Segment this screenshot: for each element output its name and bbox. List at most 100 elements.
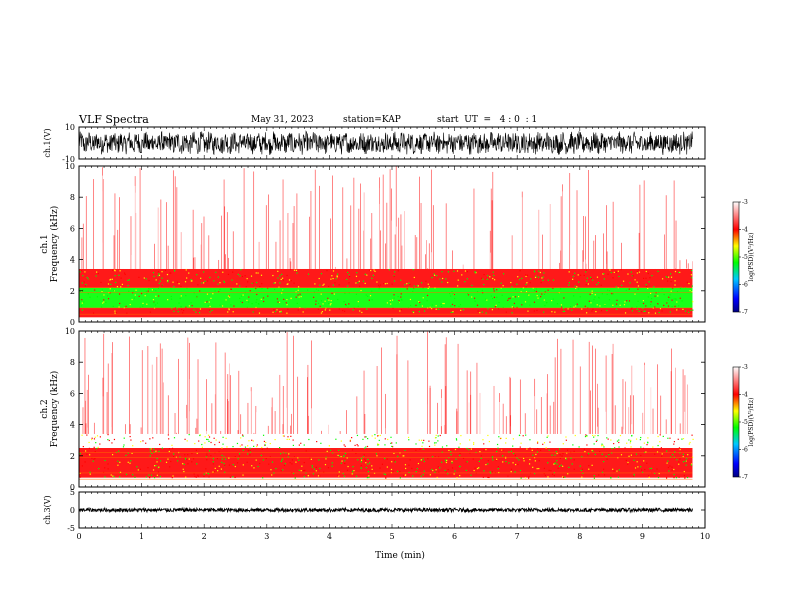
spectrogram-speckle: [636, 271, 638, 273]
spectrogram-speckle: [547, 462, 549, 464]
spectrogram-speckle: [530, 278, 532, 280]
spectrogram-speckle: [446, 459, 448, 462]
spectrogram-speckle: [642, 447, 645, 450]
spectrogram-speckle: [505, 437, 507, 440]
y-tick-label: 4: [70, 256, 75, 265]
spectrogram-speckle: [597, 434, 599, 437]
spectrogram-speckle: [573, 295, 575, 297]
spectrogram-streak: [431, 401, 433, 434]
spectrogram-speckle: [452, 310, 454, 313]
spectrogram-speckle: [434, 471, 436, 473]
spectrogram-streak: [562, 191, 564, 269]
spectrogram-streak: [395, 166, 397, 269]
colorbar-tick-label: -6: [742, 447, 748, 454]
spectrogram-speckle: [659, 307, 662, 310]
spectrogram-speckle: [94, 289, 96, 291]
y-tick-label: 10: [65, 123, 75, 132]
spectrogram-streak: [465, 179, 467, 269]
spectrogram-speckle: [221, 454, 223, 456]
spectrogram-streak: [547, 203, 549, 269]
spectrogram-streak: [170, 368, 172, 434]
spectrogram-speckle: [299, 307, 301, 309]
spectrogram-streak: [606, 251, 608, 269]
spectrogram-streak: [371, 213, 373, 269]
spectrogram-speckle: [161, 277, 163, 279]
spectrogram-speckle: [502, 307, 504, 309]
spectrogram-streak: [326, 371, 328, 434]
spectrogram-speckle: [293, 456, 296, 458]
spectrogram-speckle: [248, 296, 250, 298]
spectrogram-streak: [102, 396, 104, 434]
spectrogram-speckle: [378, 284, 380, 286]
spectrogram-speckle: [669, 294, 671, 296]
spectrogram-speckle: [400, 309, 403, 311]
spectrogram-streak: [595, 348, 596, 434]
spectrogram-speckle: [128, 290, 130, 292]
spectrogram-speckle: [522, 457, 525, 460]
spectrogram-speckle: [565, 458, 567, 460]
spectrogram-streak: [233, 359, 234, 434]
spectrogram-speckle: [439, 467, 441, 469]
spectrogram-speckle: [648, 312, 650, 314]
spectrogram-streak: [432, 205, 434, 269]
spectrogram-speckle: [682, 461, 685, 463]
spectrogram-streak: [470, 368, 472, 434]
spectrogram-speckle: [543, 473, 545, 475]
spectrogram-streak: [133, 382, 135, 434]
spectrogram-streak: [651, 413, 653, 434]
spectrogram-speckle: [273, 309, 275, 311]
spectrogram-speckle: [328, 299, 330, 301]
spectrogram-streak: [623, 429, 624, 434]
spectrogram-speckle: [487, 434, 489, 437]
spectrogram-streak: [665, 195, 667, 269]
spectrogram-streak: [274, 411, 276, 434]
spectrogram-speckle: [102, 471, 105, 474]
spectrogram-streak: [631, 349, 633, 434]
spectrogram-streak: [88, 170, 90, 269]
spectrogram-speckle: [364, 458, 366, 460]
spectrogram-streak: [295, 417, 297, 434]
spectrogram-speckle: [138, 295, 140, 297]
spectrogram-speckle: [112, 475, 114, 477]
spectrogram-speckle: [213, 280, 215, 282]
spectrogram-streak: [416, 237, 418, 269]
spectrogram-speckle: [586, 435, 588, 437]
spectrogram-speckle: [537, 441, 539, 443]
spectrogram-speckle: [295, 296, 297, 298]
spectrogram-streak: [330, 208, 332, 269]
spectrogram-speckle: [261, 283, 263, 285]
spectrogram-speckle: [360, 461, 362, 463]
spectrogram-speckle: [543, 442, 546, 444]
spectrogram-speckle: [81, 309, 83, 311]
spectrogram-speckle: [96, 435, 99, 437]
spectrogram-streak: [513, 421, 515, 434]
spectrogram-speckle: [310, 458, 312, 460]
spectrogram-streak: [315, 391, 317, 434]
spectrogram-streak: [391, 188, 392, 269]
spectrogram-speckle: [437, 466, 439, 468]
spectrogram-streak: [226, 212, 228, 269]
spectrogram-speckle: [183, 470, 185, 473]
spectrogram-speckle: [82, 275, 84, 277]
spectrogram-streak: [253, 432, 255, 434]
spectrogram-speckle: [519, 278, 521, 281]
spectrogram-speckle: [89, 296, 91, 298]
spectrogram-speckle: [260, 454, 262, 457]
spectrogram-speckle: [217, 291, 220, 293]
spectrogram-streak: [445, 203, 447, 269]
spectrogram-speckle: [184, 454, 186, 456]
spectrogram-streak: [350, 367, 352, 434]
spectrogram-speckle: [364, 460, 367, 462]
spectrogram-speckle: [281, 273, 283, 275]
spectrogram-speckle: [115, 311, 117, 314]
spectrogram-speckle: [395, 442, 397, 444]
spectrogram-streak: [113, 235, 115, 269]
spectrogram-speckle: [557, 467, 559, 469]
spectrogram-speckle: [391, 461, 393, 463]
spectrogram-speckle: [632, 475, 635, 477]
spectrogram-streak: [130, 216, 132, 269]
spectrogram-speckle: [223, 462, 225, 465]
spectrogram-speckle: [333, 293, 335, 295]
spectrogram-speckle: [667, 437, 669, 439]
spectrogram-speckle: [206, 459, 208, 461]
